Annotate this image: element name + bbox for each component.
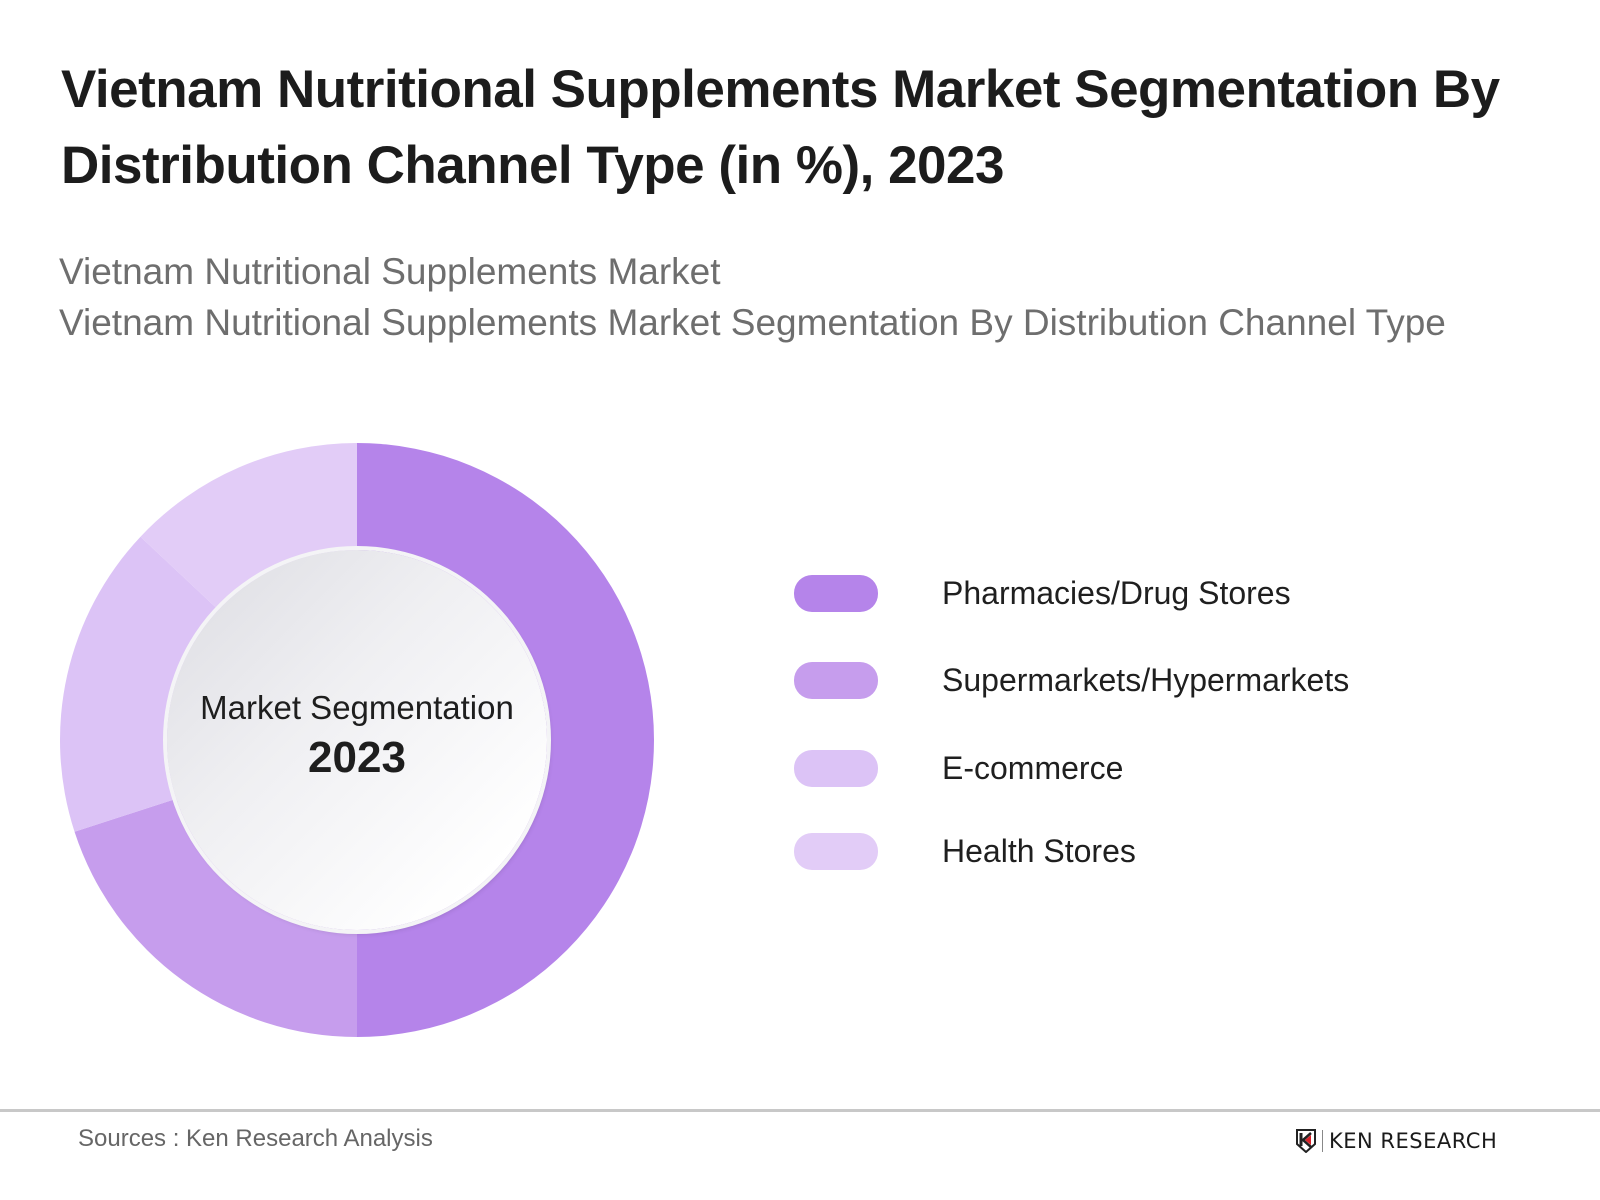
donut-center-disc: Market Segmentation 2023 [167,550,547,930]
source-note: Sources : Ken Research Analysis [78,1125,433,1152]
ken-research-logo: KEN RESEARCH [1296,1128,1497,1154]
donut-segment-supermarkets-hypermarkets [74,786,357,1037]
legend-label: Pharmacies/Drug Stores [942,574,1291,611]
subtitle-line-2: Vietnam Nutritional Supplements Market S… [59,302,1446,343]
logo-text: KEN RESEARCH [1329,1129,1498,1153]
legend-item-ecommerce: E-commerce [794,749,1494,787]
legend-label: E-commerce [942,749,1124,786]
footer-divider [0,1109,1600,1112]
logo-separator [1322,1130,1323,1152]
donut-center-label: Market Segmentation [200,689,514,726]
legend-item-pharmacies: Pharmacies/Drug Stores [794,574,1494,612]
ken-research-shield-icon [1296,1129,1316,1154]
legend-label: Health Stores [942,832,1136,869]
donut-chart: Market Segmentation 2023 [60,443,654,1037]
legend-label: Supermarkets/Hypermarkets [942,661,1350,698]
chart-title-line-2: Distribution Channel Type (in %), 2023 [61,136,1004,195]
legend-item-supermarkets: Supermarkets/Hypermarkets [794,661,1494,699]
legend-item-health-stores: Health Stores [794,832,1494,870]
legend-swatch-icon [794,661,878,699]
subtitle-line-1: Vietnam Nutritional Supplements Market [59,251,721,292]
donut-center-year: 2023 [308,733,406,782]
legend-swatch-icon [794,574,878,612]
chart-subtitle: Vietnam Nutritional Supplements Market V… [59,246,1579,348]
legend-swatch-icon [794,832,878,870]
legend-swatch-icon [794,749,878,787]
chart-title: Vietnam Nutritional Supplements Market S… [61,52,1561,204]
chart-title-line-1: Vietnam Nutritional Supplements Market S… [61,60,1500,119]
